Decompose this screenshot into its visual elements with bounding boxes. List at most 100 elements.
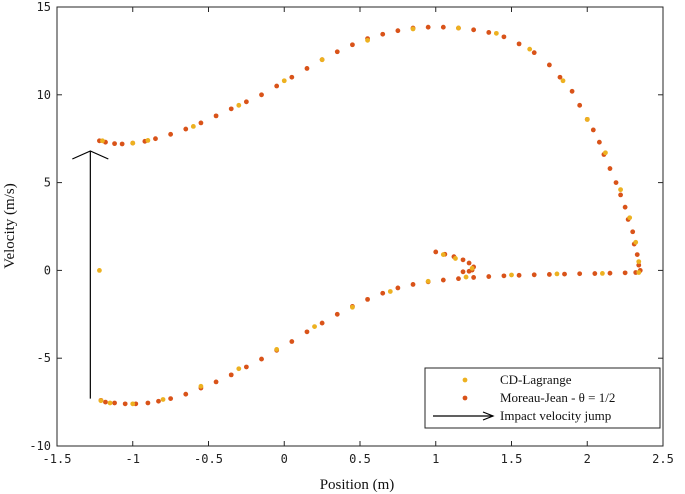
cd-lagrange-point — [107, 400, 113, 406]
moreau-jean-point — [433, 249, 439, 255]
y-tick-label: 15 — [37, 0, 51, 14]
y-axis-label: Velocity (m/s) — [2, 183, 18, 268]
moreau-jean-point — [531, 50, 537, 56]
cd-lagrange-point — [584, 116, 590, 122]
moreau-jean-point — [380, 31, 386, 37]
cd-lagrange-point — [130, 401, 136, 407]
moreau-jean-point — [304, 66, 310, 71]
y-tick-label: -10 — [29, 439, 51, 453]
moreau-jean-point — [501, 34, 507, 40]
moreau-jean-point — [213, 113, 219, 119]
cd-lagrange-point — [98, 398, 104, 404]
moreau-jean-point — [243, 364, 249, 370]
moreau-jean-point — [289, 74, 295, 80]
y-axis-ticks: -10 -5 0 5 10 15 — [29, 0, 663, 453]
cd-lagrange-point — [198, 383, 204, 389]
moreau-jean-point — [546, 62, 552, 68]
moreau-jean-point — [103, 399, 108, 405]
cd-lagrange-point — [281, 78, 287, 84]
cd-lagrange-point — [365, 37, 370, 43]
moreau-jean-point — [607, 270, 613, 276]
legend-label: Impact velocity jump — [500, 408, 611, 423]
x-tick-label: 0.5 — [349, 452, 371, 466]
moreau-jean-point — [304, 329, 310, 335]
cd-lagrange-point — [463, 274, 469, 280]
moreau-jean-point — [395, 285, 401, 291]
cd-lagrange-point — [527, 46, 533, 52]
moreau-jean-point — [380, 290, 386, 296]
moreau-jean-point — [471, 275, 477, 280]
moreau-jean-point — [425, 24, 431, 30]
moreau-jean-point — [596, 139, 602, 145]
moreau-jean-point — [460, 269, 466, 275]
moreau-jean-point — [259, 92, 264, 98]
x-tick-label: 2.5 — [652, 452, 674, 466]
moreau-jean-point — [634, 252, 640, 257]
cd-lagrange-point — [603, 150, 608, 156]
moreau-jean-point — [156, 398, 161, 404]
cd-lagrange-point — [425, 278, 431, 284]
legend-label: Moreau-Jean - θ = 1/2 — [500, 390, 615, 405]
cd-lagrange-point — [97, 268, 102, 273]
moreau-jean-point — [569, 88, 575, 94]
y-tick-label: 10 — [37, 88, 51, 102]
moreau-jean-point — [334, 311, 340, 317]
moreau-jean-point — [622, 270, 628, 276]
y-tick-label: 5 — [44, 176, 51, 190]
moreau-jean-point — [319, 320, 325, 326]
moreau-jean-point — [198, 120, 204, 126]
moreau-jean-point — [557, 74, 563, 80]
moreau-jean-point — [289, 339, 295, 344]
cd-lagrange-point — [190, 124, 196, 129]
moreau-jean-point — [471, 27, 477, 33]
cd-lagrange-point — [350, 304, 355, 310]
moreau-jean-point — [486, 30, 492, 35]
cd-lagrange-point — [633, 239, 639, 245]
moreau-jean-point — [213, 379, 219, 385]
cd-lagrange-point — [410, 26, 416, 32]
cd-lagrange-point — [600, 270, 605, 276]
cd-lagrange-point — [509, 272, 514, 278]
moreau-jean-point — [145, 400, 151, 406]
x-tick-label: -1.5 — [43, 452, 72, 466]
cd-lagrange-point — [627, 215, 633, 221]
moreau-jean-point — [630, 229, 636, 235]
moreau-jean-point — [274, 83, 280, 89]
moreau-jean-point — [486, 274, 492, 279]
moreau-jean-point — [365, 296, 370, 302]
x-axis-ticks: -1.5 -1 -0.5 0 0.5 1 1.5 2 2.5 — [43, 7, 674, 466]
y-tick-label: 0 — [44, 263, 51, 277]
moreau-jean-point — [168, 131, 174, 137]
moreau-jean-point — [562, 271, 567, 277]
moreau-jean-point — [592, 271, 598, 276]
cd-lagrange-point — [145, 138, 151, 143]
cd-lagrange-point — [130, 140, 136, 146]
moreau-jean-point — [119, 141, 125, 147]
moreau-jean-point — [243, 99, 249, 105]
moreau-jean-point — [618, 192, 623, 198]
cd-lagrange-point — [312, 324, 317, 329]
cd-lagrange-point — [100, 138, 105, 144]
legend-label: CD-Lagrange — [500, 372, 572, 387]
moreau-jean-point — [622, 204, 628, 210]
moreau-jean-point — [516, 41, 522, 47]
x-axis-label: Position (m) — [320, 477, 395, 493]
moreau-jean-point — [440, 24, 446, 30]
moreau-jean-point — [501, 273, 507, 279]
x-tick-label: -1 — [126, 452, 140, 466]
cd-lagrange-point — [554, 271, 560, 277]
x-tick-label: 1.5 — [501, 452, 523, 466]
legend: CD-Lagrange Moreau-Jean - θ = 1/2 Impact v… — [424, 367, 661, 429]
moreau-jean-point — [183, 391, 189, 397]
moreau-jean-point — [350, 42, 355, 48]
moreau-jean-point — [112, 141, 117, 147]
cd-lagrange-point — [456, 25, 461, 31]
impact-arrow-head — [72, 150, 109, 160]
moreau-jean-point — [636, 262, 642, 268]
moreau-jean-point — [395, 28, 401, 34]
y-tick-label: -5 — [37, 351, 51, 365]
cd-lagrange-point — [636, 259, 642, 265]
moreau-jean-point — [460, 257, 466, 263]
x-tick-label: 0 — [281, 452, 288, 466]
moreau-jean-point — [531, 272, 537, 278]
